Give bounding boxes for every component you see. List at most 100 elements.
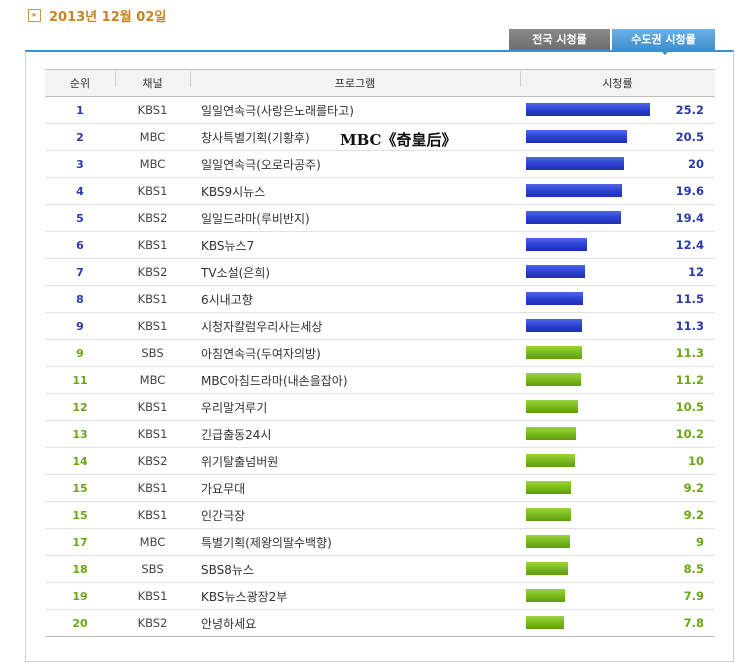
channel-cell: KBS1 [137,508,168,522]
rating-value: 7.8 [683,616,704,630]
rating-cell: 9.2 [520,502,715,528]
rating-value: 20 [687,157,704,171]
table-row: 5 KBS2 일일드라마(루비반지) 19.4 [45,205,715,232]
rating-cell: 10.2 [520,421,715,447]
channel-cell: MBC [139,535,166,549]
rating-value: 11.3 [675,319,704,333]
rating-value: 12 [687,265,704,279]
active-tab-caret-icon [660,50,670,55]
rank-cell: 6 [76,238,84,252]
table-row: 20 KBS2 안녕하세요 7.8 [45,610,715,636]
rating-cell: 11.2 [520,367,715,393]
rank-cell: 9 [76,319,84,333]
chevron-right-icon: ▸ [28,8,41,22]
rating-value: 7.9 [683,589,704,603]
program-cell: 우리말겨루기 [201,400,268,415]
rating-value: 11.5 [675,292,704,306]
program-cell: 6시내고향 [201,292,253,307]
rating-bar [526,427,576,440]
rating-bar [526,400,578,413]
rank-cell: 14 [72,454,88,468]
rank-cell: 9 [76,346,84,360]
ratings-table: 순위 채널 프로그램 시청률 1 KBS1 일일연속극(사랑은노래를타고) 25.2 2… [45,69,715,637]
program-cell: 창사특별기획(기황후) [201,130,310,145]
program-cell: MBC아침드라마(내손을잡아) [201,373,348,388]
channel-cell: KBS1 [137,292,168,306]
table-row: 9 SBS 아침연속극(두여자의방) 11.3 [45,340,715,367]
channel-cell: KBS1 [137,103,168,117]
rank-cell: 18 [72,562,88,576]
channel-cell: KBS2 [137,211,168,225]
rating-bar [526,265,585,278]
header-channel: 채널 [115,71,190,91]
rating-bar [526,589,565,602]
table-row: 8 KBS1 6시내고향 11.5 [45,286,715,313]
channel-cell: KBS1 [137,427,168,441]
program-cell: TV소설(은희) [201,265,271,280]
channel-cell: KBS2 [137,616,168,630]
channel-cell: KBS1 [137,238,168,252]
channel-cell: MBC [139,157,166,171]
table-row: 3 MBC 일일연속극(오로라공주) 20 [45,151,715,178]
rank-cell: 19 [72,589,88,603]
program-cell: 일일연속극(사랑은노래를타고) [201,103,354,118]
table-row: 14 KBS2 위기탈출넘버원 10 [45,448,715,475]
overlay-caption: MBC《奇皇后》 [340,131,457,149]
table-row: 19 KBS1 KBS뉴스광장2부 7.9 [45,583,715,610]
rank-cell: 4 [76,184,84,198]
rating-value: 12.4 [675,238,704,252]
table-body: 1 KBS1 일일연속극(사랑은노래를타고) 25.2 2 MBC 창사특별기획(기황후) 2… [45,97,715,636]
rank-cell: 15 [72,481,88,495]
rating-bar [526,103,650,116]
rating-cell: 12 [520,259,715,285]
rating-value: 10 [687,454,704,468]
rating-bar [526,157,624,170]
rank-cell: 5 [76,211,84,225]
rating-value: 19.6 [675,184,704,198]
channel-cell: MBC [139,130,166,144]
rating-bar [526,454,575,467]
rating-value: 8.5 [683,562,704,576]
channel-cell: KBS1 [137,400,168,414]
program-cell: 일일드라마(루비반지) [201,211,310,226]
rating-value: 11.3 [675,346,704,360]
program-cell: 인간극장 [201,508,246,523]
rating-bar [526,130,627,143]
rating-cell: 10.5 [520,394,715,420]
program-cell: 특별기획(제왕의딸수백향) [201,535,332,550]
rank-cell: 7 [76,265,84,279]
rating-cell: 10 [520,448,715,474]
rating-bar [526,184,622,197]
channel-cell: SBS [141,562,164,576]
date-header: ▸ 2013년 12월 02일 [28,6,166,25]
channel-cell: MBC [139,373,166,387]
table-row: 11 MBC MBC아침드라마(내손을잡아) 11.2 [45,367,715,394]
table-row: 7 KBS2 TV소설(은희) 12 [45,259,715,286]
program-cell: SBS8뉴스 [201,562,254,577]
rating-cell: 20.5 [520,124,715,150]
rank-cell: 3 [76,157,84,171]
rating-value: 9.2 [683,481,704,495]
table-row: 17 MBC 특별기획(제왕의딸수백향) 9 [45,529,715,556]
program-cell: KBS뉴스7 [201,238,255,253]
rating-value: 19.4 [675,211,704,225]
tab-metro-rating[interactable]: 수도권 시청률 [612,29,715,50]
rating-value: 10.2 [675,427,704,441]
rating-bar [526,238,587,251]
rating-cell: 11.3 [520,340,715,366]
rating-cell: 7.9 [520,583,715,609]
rating-bar [526,211,621,224]
rating-cell: 9.2 [520,475,715,501]
rating-cell: 25.2 [520,97,715,123]
tab-national-rating[interactable]: 전국 시청률 [509,29,610,50]
table-row: 13 KBS1 긴급출동24시 10.2 [45,421,715,448]
channel-cell: SBS [141,346,164,360]
rating-cell: 7.8 [520,610,715,636]
channel-cell: KBS1 [137,589,168,603]
rating-bar [526,508,571,521]
rank-cell: 13 [72,427,88,441]
rating-bar [526,616,564,629]
program-cell: 긴급출동24시 [201,427,272,442]
rating-bar [526,292,583,305]
rating-cell: 11.3 [520,313,715,339]
